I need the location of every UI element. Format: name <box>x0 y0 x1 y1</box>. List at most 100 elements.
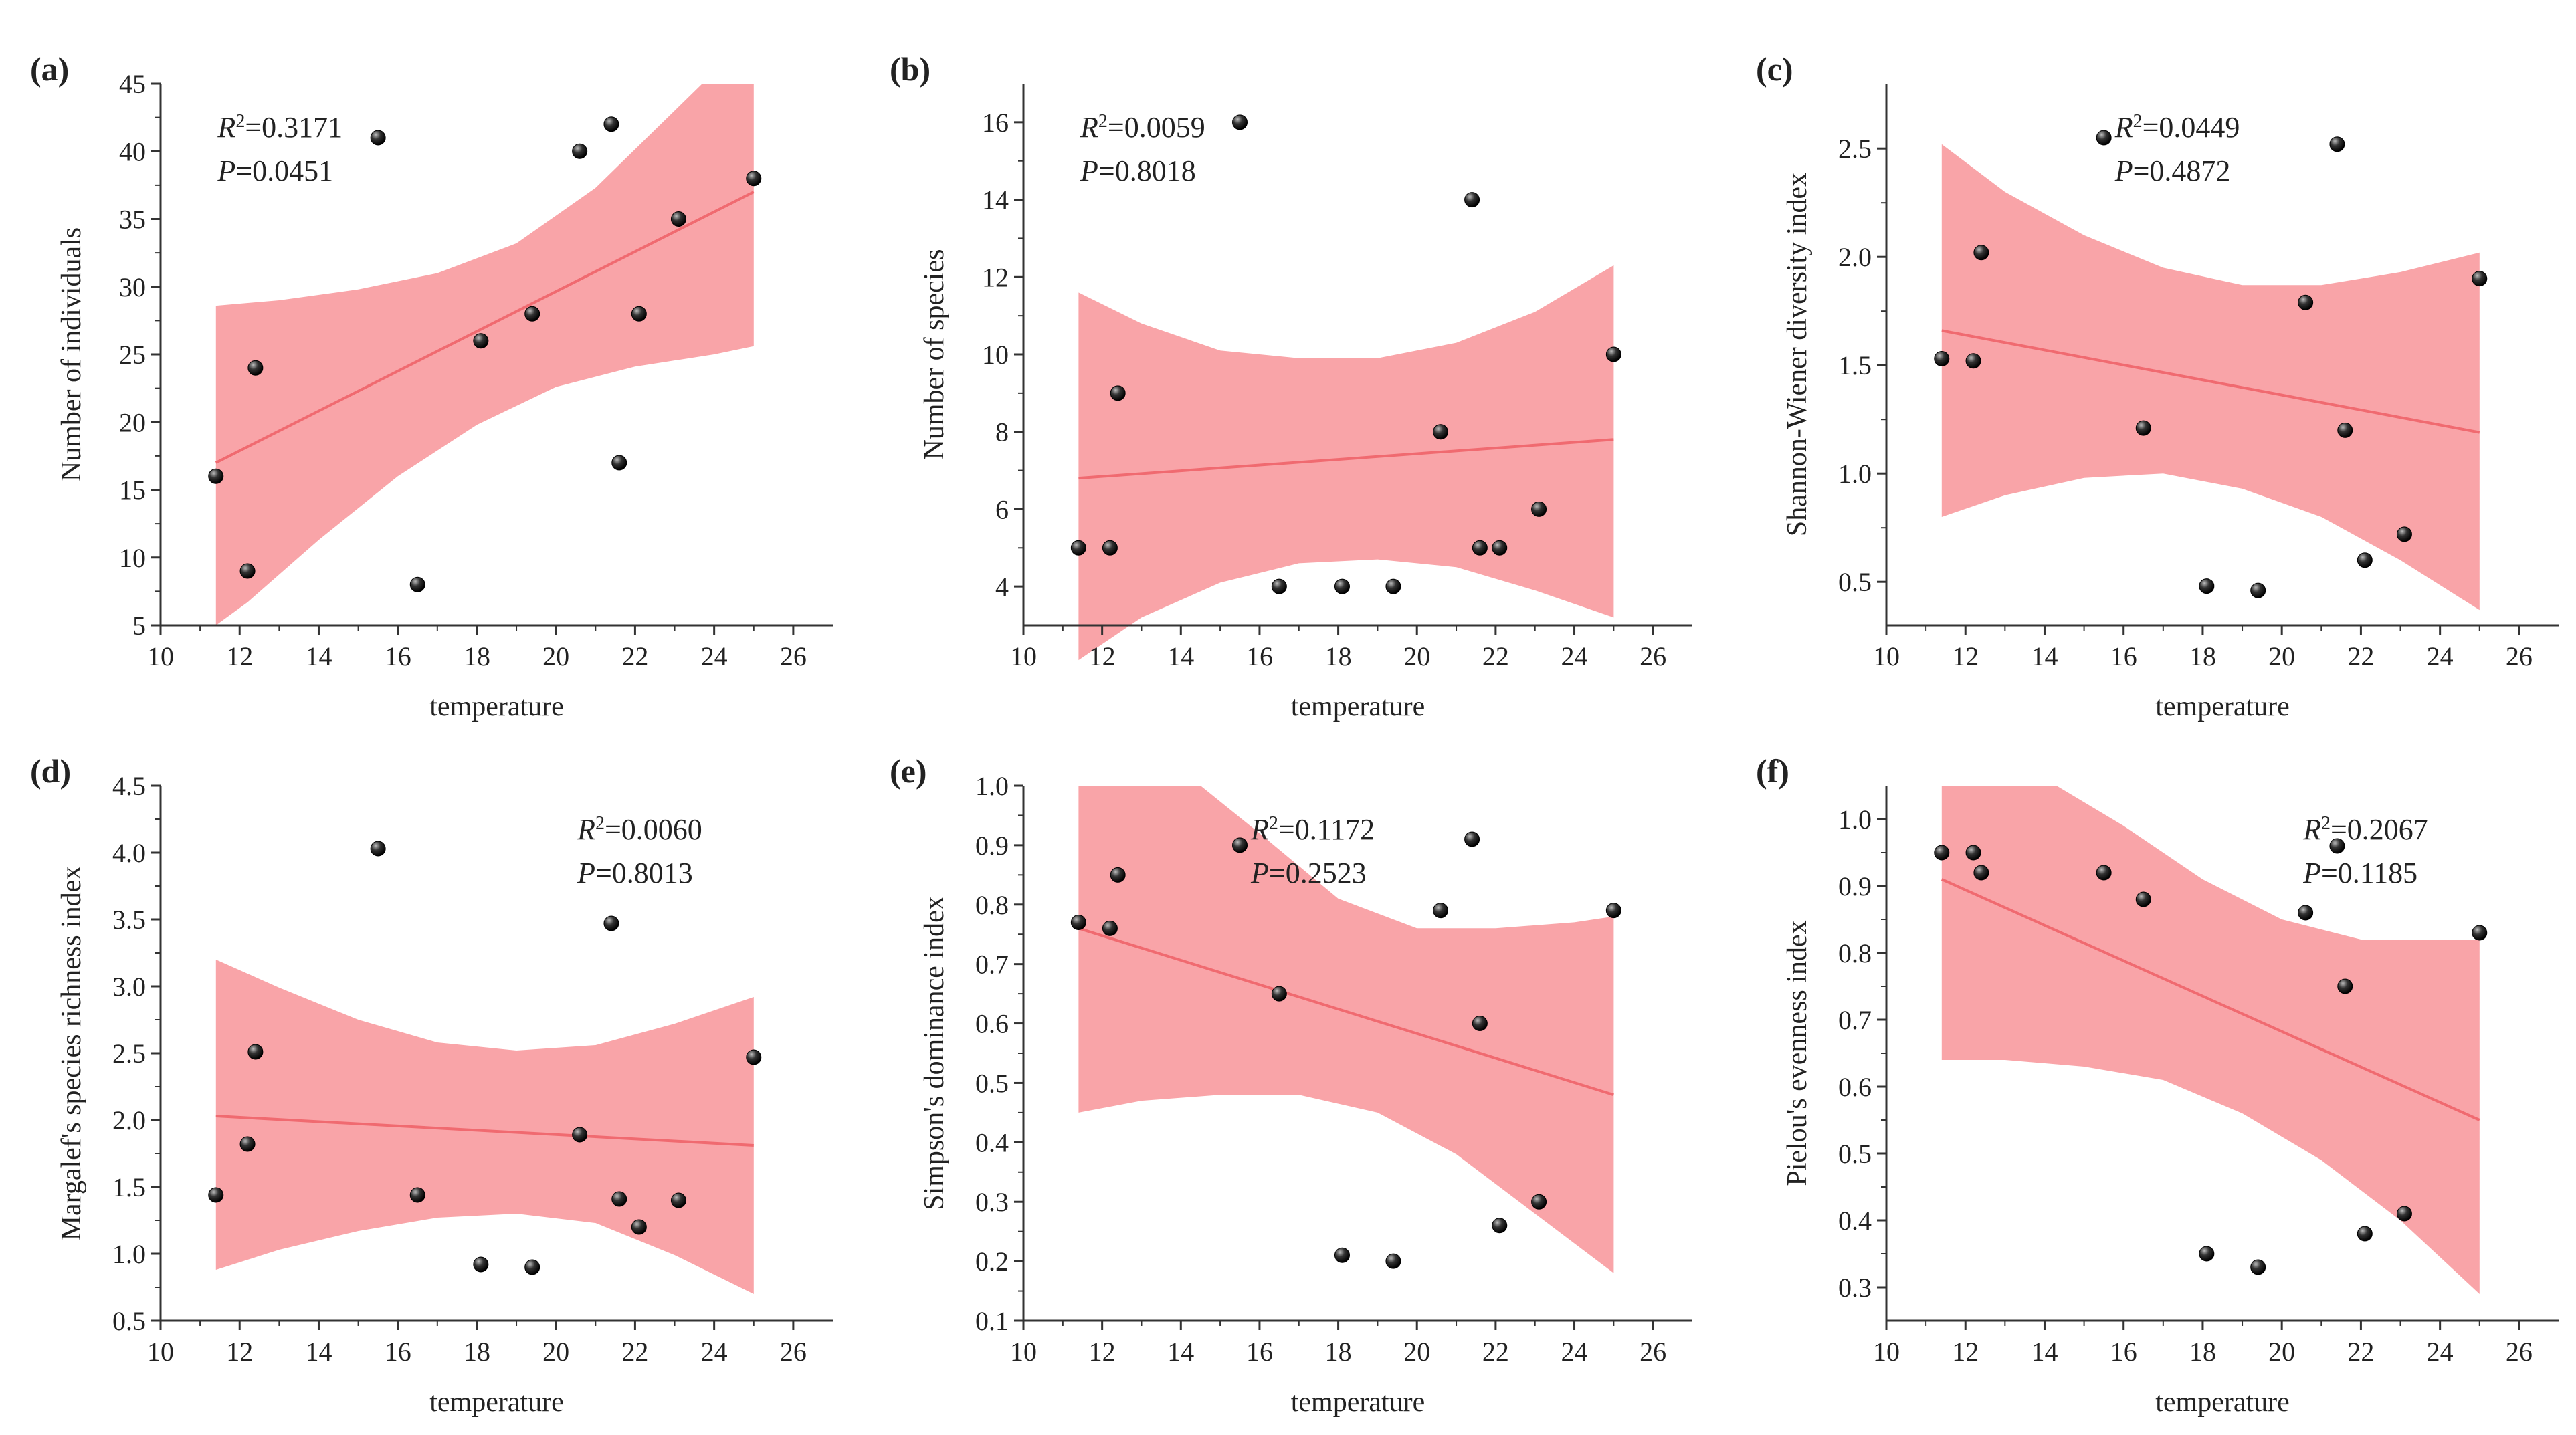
x-tick-label: 24 <box>1561 1337 1588 1367</box>
y-tick-label: 15 <box>119 475 146 506</box>
x-tick-label: 24 <box>2427 641 2454 671</box>
data-point <box>1492 540 1508 556</box>
confidence-band <box>215 84 754 625</box>
panel-d: 10 12 14 16 18 20 22 24 26 0.5 1.0 1.5 2.0 2.5 3.0 3.5 4… <box>30 752 833 1418</box>
x-tick-label: 14 <box>1167 1337 1194 1367</box>
y-tick-label: 4.5 <box>112 771 146 801</box>
x-tick-label: 24 <box>2427 1337 2454 1367</box>
y-tick-label: 4.0 <box>112 838 146 868</box>
panel-e: 10 12 14 16 18 20 22 24 26 0.1 0.2 0.3 0.4 0.5 0.6 0.7 0… <box>890 752 1692 1418</box>
x-tick-label: 16 <box>2110 1337 2137 1367</box>
y-tick-label: 40 <box>119 136 146 167</box>
r-squared-annotation: R2=0.1172 <box>1250 813 1375 847</box>
data-point <box>746 1049 762 1065</box>
y-tick-label: 8 <box>995 417 1009 447</box>
data-point <box>611 455 627 471</box>
data-point <box>631 1219 647 1235</box>
y-tick-label: 0.9 <box>975 831 1009 861</box>
r-squared-annotation: R2=0.0449 <box>2114 111 2240 144</box>
panel-c: 10 12 14 16 18 20 22 24 26 0.5 1.0 1.5 2.0 2.5 tempera… <box>1756 50 2559 722</box>
y-tick-label: 0.8 <box>1838 938 1872 968</box>
x-tick-label: 12 <box>226 1337 253 1367</box>
p-value-annotation: P=0.2523 <box>1250 857 1367 889</box>
x-tick-label: 22 <box>621 641 648 671</box>
data-point <box>524 1259 540 1275</box>
data-point <box>1070 914 1086 930</box>
y-tick-label: 2.0 <box>112 1105 146 1135</box>
data-point <box>1232 837 1248 853</box>
y-tick-label: 3.0 <box>112 972 146 1002</box>
x-tick-label: 14 <box>305 641 332 671</box>
y-tick-label: 1.5 <box>1838 350 1872 380</box>
r-squared-annotation: R2=0.0059 <box>1080 111 1205 144</box>
r-squared-annotation: R2=0.2067 <box>2302 813 2428 847</box>
y-tick-label: 1.0 <box>975 771 1009 801</box>
confidence-band <box>1941 786 2480 1294</box>
r-squared-annotation: R2=0.0060 <box>577 813 702 847</box>
data-point <box>1973 245 1989 261</box>
data-point <box>611 1191 627 1207</box>
x-tick-label: 22 <box>1482 641 1509 671</box>
data-point <box>370 841 386 857</box>
x-tick-label: 18 <box>1325 641 1352 671</box>
y-tick-label: 2.5 <box>112 1038 146 1069</box>
x-tick-label: 18 <box>464 641 490 671</box>
x-tick-label: 20 <box>542 1337 569 1367</box>
y-tick-label: 0.4 <box>975 1127 1009 1157</box>
x-tick-label: 26 <box>780 1337 807 1367</box>
data-point <box>1464 192 1480 208</box>
data-point <box>2396 1206 2412 1222</box>
data-point <box>1433 903 1449 919</box>
x-axis-label: temperature <box>429 691 564 722</box>
y-axis-label: Simpson's dominance index <box>919 896 950 1210</box>
data-point <box>409 576 425 592</box>
y-tick-label: 10 <box>982 340 1009 370</box>
data-point <box>1102 920 1118 936</box>
y-tick-label: 12 <box>982 262 1009 292</box>
data-point <box>247 360 264 376</box>
x-tick-label: 26 <box>780 641 807 671</box>
x-tick-label: 20 <box>542 641 569 671</box>
x-tick-label: 24 <box>701 1337 728 1367</box>
x-axis-label: temperature <box>1291 1387 1425 1418</box>
data-point <box>1934 350 1950 366</box>
x-tick-label: 10 <box>1873 641 1900 671</box>
x-tick-label: 22 <box>2347 1337 2374 1367</box>
y-tick-label: 0.4 <box>1838 1206 1872 1236</box>
p-value-annotation: P=0.8018 <box>1080 154 1196 187</box>
data-point <box>2472 925 2488 941</box>
y-tick-label: 6 <box>995 494 1009 524</box>
panel-label: (c) <box>1756 50 1793 88</box>
data-point <box>1271 578 1287 594</box>
y-tick-label: 5 <box>132 611 146 641</box>
data-point <box>1385 578 1401 594</box>
y-tick-label: 0.7 <box>975 950 1009 980</box>
x-tick-label: 12 <box>1952 641 1979 671</box>
y-axis-label: Shannon-Wiener diversity index <box>1782 173 1813 536</box>
x-tick-label: 14 <box>305 1337 332 1367</box>
y-axis-label: Pielou's evenness index <box>1782 920 1813 1186</box>
data-point <box>603 915 619 931</box>
data-point <box>746 171 762 187</box>
data-point <box>2096 130 2112 146</box>
x-axis-label: temperature <box>2155 1387 2290 1418</box>
y-tick-label: 0.5 <box>1838 1139 1872 1169</box>
x-axis-label: temperature <box>2155 691 2290 722</box>
data-point <box>1334 578 1350 594</box>
x-tick-label: 22 <box>2347 641 2374 671</box>
x-tick-label: 12 <box>1089 1337 1116 1367</box>
x-tick-label: 22 <box>1482 1337 1509 1367</box>
x-tick-label: 10 <box>147 641 174 671</box>
x-tick-label: 26 <box>2506 641 2533 671</box>
data-point <box>1433 424 1449 440</box>
data-point <box>670 1192 686 1208</box>
y-tick-label: 3.5 <box>112 905 146 935</box>
x-tick-label: 18 <box>2189 1337 2216 1367</box>
confidence-band <box>1078 786 1614 1273</box>
y-tick-label: 10 <box>119 543 146 573</box>
data-point <box>2298 905 2314 921</box>
x-tick-label: 26 <box>1640 1337 1666 1367</box>
x-tick-label: 10 <box>1010 641 1037 671</box>
data-point <box>2199 578 2215 594</box>
